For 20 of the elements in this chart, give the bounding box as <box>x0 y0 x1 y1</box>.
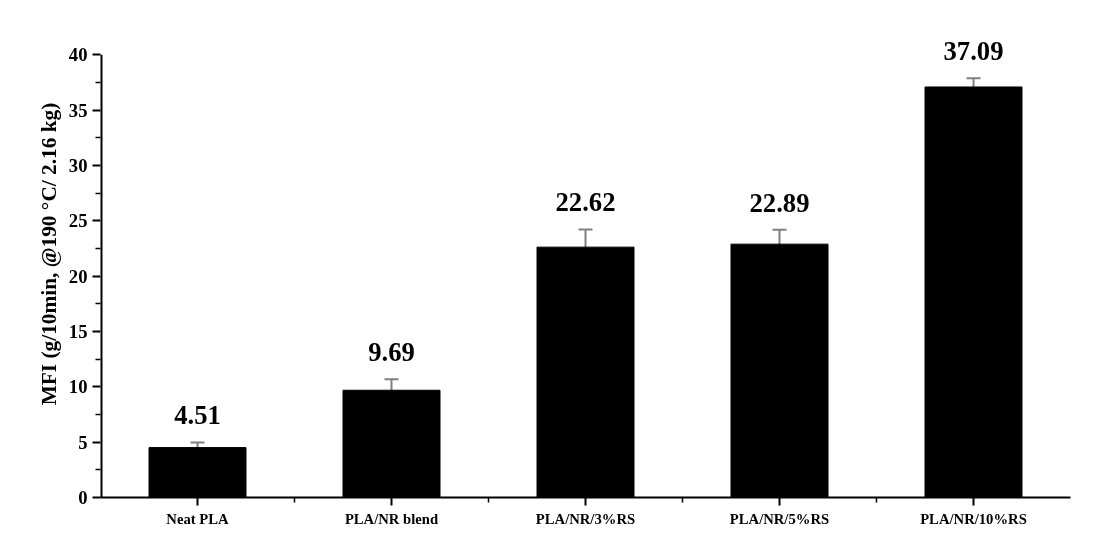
data-label: 4.51 <box>174 400 221 431</box>
x-tick-label: PLA/NR/10%RS <box>920 510 1027 527</box>
x-tick-label: PLA/NR/5%RS <box>729 510 830 527</box>
data-label: 37.09 <box>943 36 1004 67</box>
y-tick-label: 25 <box>68 210 88 232</box>
y-tick-label: 0 <box>78 487 88 508</box>
y-tick-label: 15 <box>68 320 88 342</box>
y-tick-label: 35 <box>68 99 88 121</box>
data-label: 22.62 <box>555 187 616 218</box>
y-tick-label: 30 <box>68 154 88 176</box>
y-tick-label: 10 <box>68 376 88 398</box>
x-tick-label: PLA/NR blend <box>344 510 439 527</box>
y-tick-label: 20 <box>68 265 88 287</box>
y-tick-label: 5 <box>78 431 88 453</box>
x-tick-label: PLA/NR/3%RS <box>535 510 636 527</box>
x-tick-label: Neat PLA <box>166 510 230 527</box>
y-axis-title: MFI (g/10min, @190 °C/ 2.16 kg) <box>36 102 61 406</box>
data-label: 9.69 <box>368 337 415 368</box>
data-label: 22.89 <box>749 187 810 218</box>
y-tick-label: 40 <box>68 44 88 66</box>
